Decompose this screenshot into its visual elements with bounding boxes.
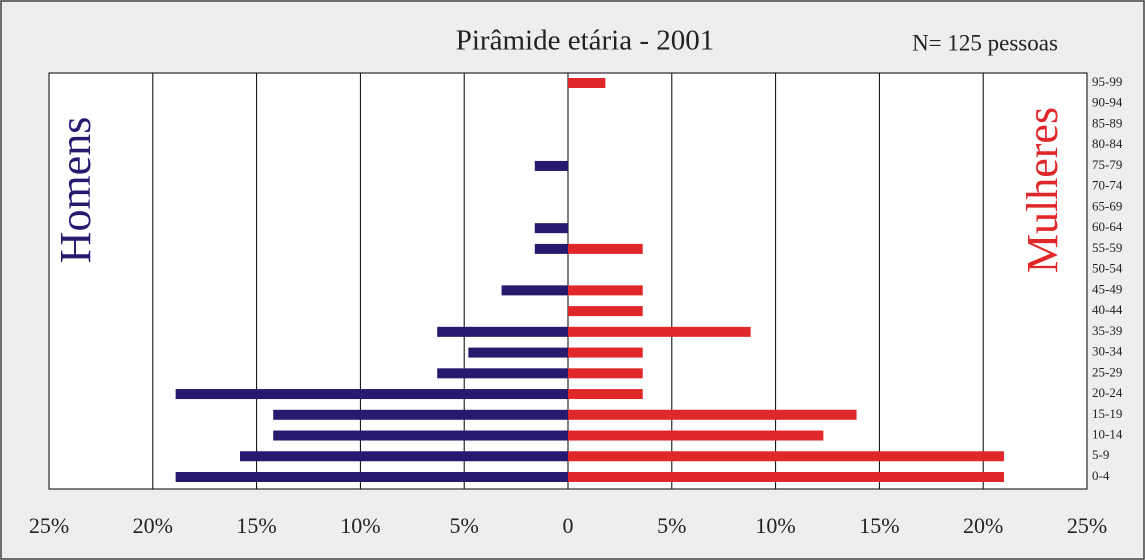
y-tick-label: 0-4: [1092, 468, 1110, 483]
y-tick-label: 25-29: [1092, 364, 1122, 379]
chart-subtitle: N= 125 pessoas: [912, 30, 1058, 55]
y-tick-label: 20-24: [1092, 385, 1123, 400]
y-tick-label: 75-79: [1092, 157, 1122, 172]
legend-label: Mulheres: [1018, 107, 1067, 273]
x-tick-label: 10%: [755, 513, 795, 538]
chart-title: Pirâmide etária - 2001: [456, 25, 715, 57]
y-tick-label: 30-34: [1092, 344, 1123, 359]
bar: [273, 409, 568, 420]
bar: [568, 389, 643, 400]
bar: [568, 243, 643, 254]
y-tick-label: 80-84: [1092, 136, 1123, 151]
bar: [568, 430, 824, 441]
y-tick-label: 90-94: [1092, 95, 1123, 110]
y-tick-label: 10-14: [1092, 427, 1123, 442]
x-tick-label: 5%: [657, 513, 686, 538]
bar: [568, 78, 606, 88]
bar: [568, 285, 643, 296]
x-tick-label: 15%: [859, 513, 899, 538]
x-tick-label: 0: [563, 513, 574, 538]
y-tick-label: 40-44: [1092, 302, 1123, 317]
y-tick-label: 65-69: [1092, 198, 1122, 213]
y-tick-label: 85-89: [1092, 115, 1122, 130]
bar: [568, 472, 1004, 482]
bar: [468, 347, 568, 358]
y-tick-label: 50-54: [1092, 261, 1123, 276]
legend-label: Homens: [51, 117, 100, 264]
y-tick-label: 55-59: [1092, 240, 1122, 255]
bar: [501, 285, 568, 296]
bar: [534, 223, 568, 234]
x-tick-label: 15%: [236, 513, 276, 538]
x-tick-label: 20%: [133, 513, 173, 538]
bar: [534, 243, 568, 254]
bar: [239, 451, 568, 462]
y-tick-label: 35-39: [1092, 323, 1122, 338]
bar: [568, 368, 643, 379]
y-tick-label: 15-19: [1092, 406, 1122, 421]
x-tick-label: 20%: [963, 513, 1003, 538]
bar: [568, 409, 857, 420]
bar: [175, 389, 569, 400]
bar: [568, 326, 751, 337]
y-tick-label: 70-74: [1092, 178, 1123, 193]
bar: [273, 430, 568, 441]
bar: [437, 368, 568, 379]
x-tick-label: 10%: [340, 513, 380, 538]
y-tick-label: 60-64: [1092, 219, 1123, 234]
bar: [534, 160, 568, 171]
x-tick-label: 5%: [450, 513, 479, 538]
bar: [568, 451, 1004, 462]
y-tick-label: 45-49: [1092, 281, 1122, 296]
bar: [175, 472, 569, 482]
y-tick-label: 5-9: [1092, 447, 1109, 462]
bar: [568, 347, 643, 358]
x-tick-label: 25%: [1067, 513, 1107, 538]
bar: [568, 306, 643, 317]
x-tick-label: 25%: [29, 513, 69, 538]
y-tick-label: 95-99: [1092, 74, 1122, 89]
bar: [437, 326, 568, 337]
